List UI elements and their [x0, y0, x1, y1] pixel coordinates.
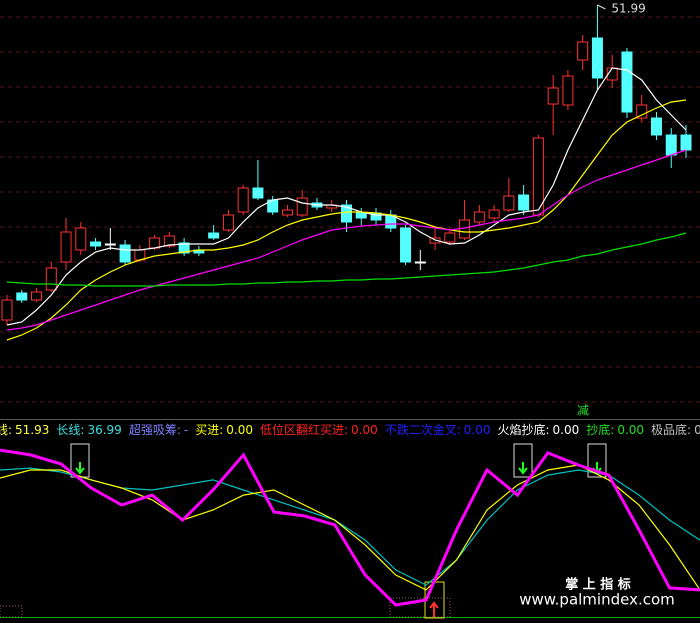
high-pointer: [597, 4, 606, 10]
candle-body: [75, 227, 87, 251]
line: [6, 99, 687, 341]
candle-body: [178, 242, 190, 254]
legend-name: 火焰抄底:: [497, 423, 550, 437]
legend-item: 火焰抄底: 0.00: [498, 421, 580, 437]
candle-body: [237, 187, 249, 213]
legend-item: 不跌二次金叉: 0.00: [385, 421, 491, 437]
candle-body: [208, 232, 220, 239]
candle-body: [104, 243, 116, 246]
signals: [0, 443, 607, 619]
candle-body: [60, 231, 72, 263]
legend-name: 极品底:: [651, 423, 692, 437]
line: [0, 448, 700, 607]
candle-body: [149, 237, 161, 249]
legend-value: 0.00: [351, 423, 378, 437]
annotation: 减: [577, 404, 589, 418]
legend-item: 极品底:0.00: [651, 421, 700, 437]
candle-body: [296, 197, 308, 216]
line: [0, 464, 700, 591]
line: [6, 67, 687, 326]
candle-body: [577, 41, 589, 61]
candle-body: [1, 299, 13, 321]
legend-value: 0.00: [617, 423, 645, 437]
legend-item: 低位区翻红买进: 0.00: [260, 421, 378, 437]
watermark-title: 掌 上 指 标: [565, 577, 631, 593]
watermark-url: www.palmindex.com: [519, 591, 675, 609]
candle-body: [591, 37, 603, 79]
legend-name: 抄底:: [586, 423, 615, 437]
candle-body: [119, 244, 131, 263]
candle-body: [444, 232, 456, 243]
legend-value: 0.00: [552, 423, 580, 437]
legend-name: 线:: [0, 423, 13, 437]
legend-value: 0.00: [226, 423, 253, 437]
candle-body: [650, 117, 662, 136]
candle-body: [562, 75, 574, 106]
line: [6, 149, 687, 331]
candle-body: [90, 241, 102, 247]
candle-body: [621, 51, 633, 113]
candle-body: [400, 227, 412, 263]
candle-body: [16, 292, 28, 301]
indicator-legend: 线: 51.93 长线: 36.99 超强吸筹: - 买进: 0.00 低位区翻红买进: 0.00…: [0, 421, 700, 437]
legend-name: 长线:: [56, 423, 85, 437]
candle-body: [281, 209, 293, 216]
candle-body: [341, 204, 352, 223]
legend-name: 不跌二次金叉:: [384, 423, 461, 437]
candle-body: [252, 187, 264, 199]
candle-body: [45, 267, 57, 291]
candle-body: [680, 134, 692, 151]
line: [0, 467, 700, 586]
legend-name: 超强吸筹:: [128, 423, 181, 437]
legend-item: 超强吸筹: -: [129, 421, 188, 437]
legend-name: 低位区翻红买进:: [259, 423, 349, 437]
candle-body: [518, 194, 530, 211]
legend-item: 买进: 0.00: [195, 421, 253, 437]
candle-body: [163, 235, 175, 247]
candle-body: [488, 209, 500, 219]
legend-item: 抄底: 0.00: [586, 421, 644, 437]
candle-body: [473, 211, 485, 223]
candle-body: [503, 195, 515, 211]
legend-value: 0.00: [463, 423, 491, 437]
legend-value: 0.00: [694, 423, 700, 437]
legend-item: 线: 51.93: [0, 421, 49, 437]
legend-item: 长线: 36.99: [56, 421, 121, 437]
candle-body: [636, 104, 648, 119]
legend-name: 买进:: [195, 423, 224, 437]
candle-body: [222, 214, 234, 231]
line: [6, 232, 687, 287]
legend-value: 36.99: [87, 423, 122, 437]
candle-body: [547, 87, 559, 105]
candle-body: [355, 212, 367, 219]
candle-body: [414, 261, 426, 264]
legend-value: -: [183, 423, 189, 437]
candle-body: [31, 291, 43, 301]
high-label: 51.99: [611, 2, 645, 16]
legend-value: 51.93: [15, 423, 50, 437]
candle-body: [665, 134, 677, 156]
